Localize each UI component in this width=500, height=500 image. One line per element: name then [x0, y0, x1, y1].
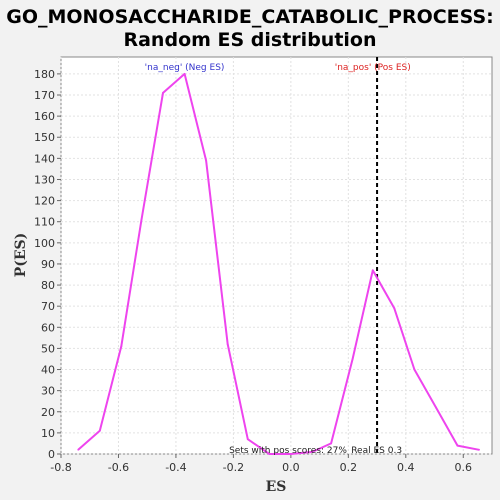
y-tick-label: 100: [34, 237, 55, 250]
neg-es-label: 'na_neg' (Neg ES): [145, 63, 225, 73]
x-tick-label: -0.4: [165, 461, 186, 474]
y-tick-label: 110: [34, 216, 55, 229]
y-tick-label: 70: [41, 300, 55, 313]
data-point: [311, 450, 314, 453]
data-point: [183, 72, 186, 75]
y-tick-label: 90: [41, 258, 55, 271]
y-tick-label: 160: [34, 110, 55, 123]
x-tick-label: 0.4: [397, 461, 415, 474]
data-point: [435, 406, 437, 409]
y-tick-label: 0: [48, 448, 55, 461]
data-point: [120, 345, 123, 348]
plot-area: [60, 56, 493, 455]
y-tick-label: 10: [41, 427, 55, 440]
pos-es-label: 'na_pos' (Pos ES): [335, 63, 411, 73]
data-point: [77, 448, 80, 451]
x-axis-label: ES: [266, 479, 287, 495]
y-tick-label: 180: [34, 68, 55, 81]
y-axis-label: P(ES): [13, 233, 29, 278]
data-point: [456, 444, 459, 447]
y-tick-label: 80: [41, 279, 55, 292]
y-tick-label: 50: [41, 342, 55, 355]
y-tick-label: 40: [41, 364, 55, 377]
y-tick-label: 20: [41, 406, 55, 419]
chart-title-line1: GO_MONOSACCHARIDE_CATABOLIC_PROCESS:: [6, 6, 494, 28]
y-tick-label: 60: [41, 321, 55, 334]
series-group: [77, 72, 480, 455]
y-axis: 0 10 20 30 40 50 60 70 80 90 100 110 120 130 140 150 160…: [34, 68, 61, 461]
data-point: [162, 91, 164, 94]
x-tick-label: 0.2: [340, 461, 358, 474]
data-point: [478, 448, 480, 451]
x-tick-label: 0.0: [282, 461, 300, 474]
series-line: [77, 72, 480, 455]
x-tick-label: -0.2: [223, 461, 244, 474]
sets-pos-scores-text: Sets with pos scores: 27%: [229, 446, 347, 456]
y-tick-label: 30: [41, 385, 55, 398]
data-point: [268, 453, 271, 455]
data-point: [140, 218, 143, 221]
data-point: [413, 368, 416, 371]
y-tick-label: 130: [34, 173, 55, 186]
y-tick-label: 140: [34, 152, 55, 165]
data-point: [226, 343, 229, 346]
data-point: [351, 358, 354, 360]
data-point: [205, 159, 208, 162]
data-point: [98, 429, 101, 432]
data-point: [393, 307, 396, 310]
data-point: [330, 442, 332, 445]
x-tick-label: -0.8: [50, 461, 71, 474]
chart-title-line2: Random ES distribution: [123, 29, 376, 51]
data-point: [289, 453, 292, 455]
y-tick-label: 170: [34, 89, 55, 102]
data-point: [246, 438, 249, 441]
x-axis: -0.8 -0.6 -0.4 -0.2 0.0 0.2 0.4 0.6: [50, 454, 472, 474]
x-tick-label: -0.6: [108, 461, 129, 474]
x-tick-label: 0.6: [455, 461, 473, 474]
real-es-text: Real ES 0.3: [351, 446, 402, 456]
y-tick-label: 120: [34, 195, 55, 208]
data-point: [371, 269, 374, 272]
y-tick-label: 150: [34, 131, 55, 144]
